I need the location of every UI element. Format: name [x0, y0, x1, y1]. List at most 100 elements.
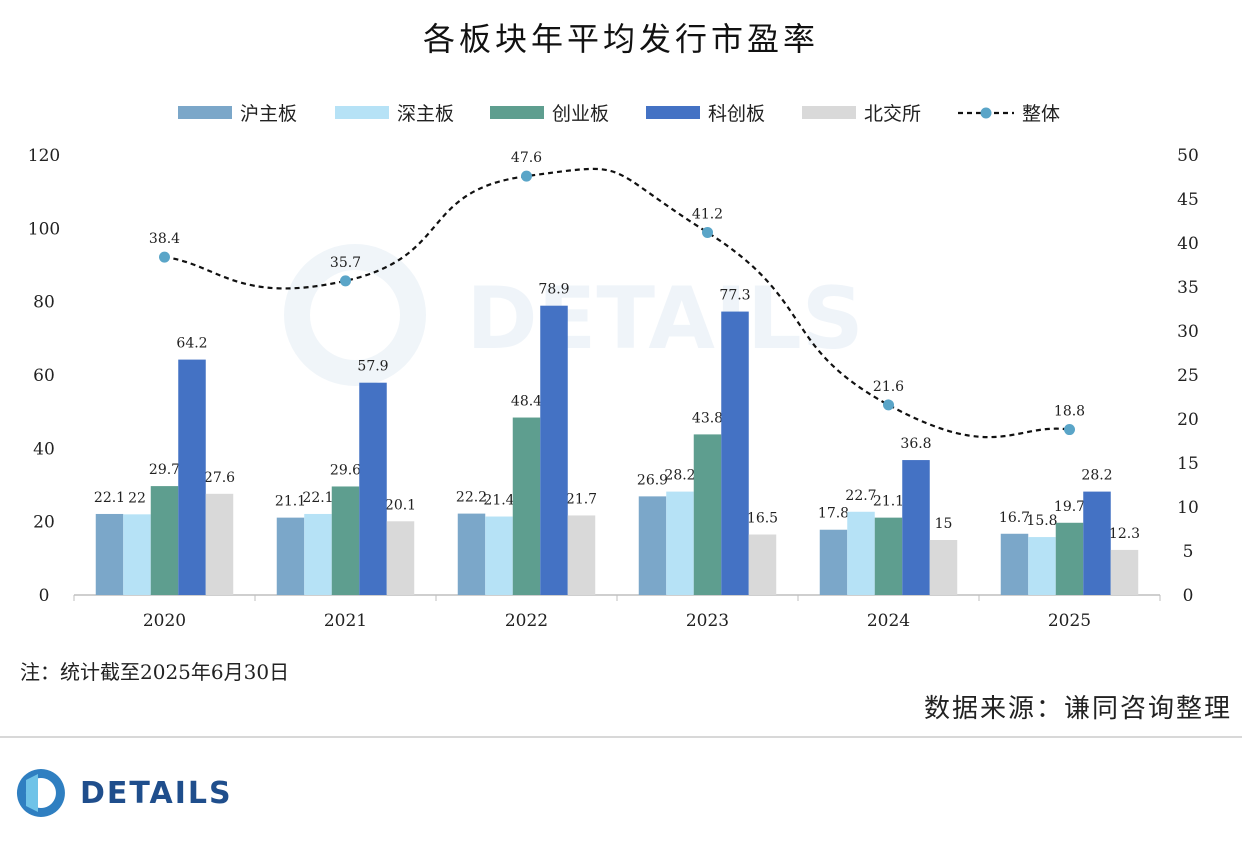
overall-line-label: 38.4	[149, 231, 180, 247]
bar	[540, 305, 568, 595]
overall-line-marker	[1064, 424, 1075, 436]
bar	[331, 486, 360, 595]
legend-label: 北交所	[864, 103, 921, 125]
overall-line-label: 35.7	[330, 255, 361, 271]
bar-data-label: 16.5	[747, 511, 778, 527]
bar	[123, 514, 151, 595]
bar	[512, 417, 541, 595]
y-left-tick-label: 0	[39, 586, 50, 606]
bar	[150, 486, 179, 595]
bar-data-label: 27.6	[204, 470, 235, 486]
overall-line-marker	[521, 170, 532, 182]
overall-line: 38.4 35.7 47.6 41.2 21.6 18.8	[149, 150, 1085, 439]
y-left-tick-label: 60	[33, 366, 55, 386]
y-right-tick-label: 35	[1177, 278, 1199, 298]
bar-data-label: 78.9	[538, 282, 569, 298]
bar	[1028, 537, 1056, 595]
legend-line-marker	[980, 107, 992, 119]
x-tick-label: 2023	[686, 611, 729, 631]
overall-line-label: 21.6	[873, 379, 904, 395]
bar-data-label: 57.9	[357, 359, 388, 375]
bar-data-label: 29.6	[330, 462, 361, 478]
bar-data-label: 43.8	[692, 410, 723, 426]
legend-label: 深主板	[397, 103, 454, 125]
legend-label: 沪主板	[240, 103, 297, 125]
y-right-tick-label: 50	[1177, 146, 1199, 166]
y-left-tick-label: 40	[33, 439, 55, 459]
bar	[359, 382, 387, 595]
bar	[205, 493, 234, 595]
bar-data-label: 20.1	[385, 497, 416, 513]
logo-text: DETAILS	[80, 775, 233, 811]
bar-data-label: 64.2	[176, 336, 207, 352]
overall-line-path	[164, 167, 1070, 439]
x-tick-label: 2021	[324, 611, 367, 631]
bar-data-label: 16.7	[999, 510, 1030, 526]
footnote: 注：统计截至2025年6月30日	[20, 660, 290, 684]
legend-label: 科创板	[708, 103, 765, 125]
x-tick-label: 2025	[1048, 611, 1091, 631]
bar-data-label: 17.8	[818, 506, 849, 522]
overall-line-label: 41.2	[692, 206, 723, 222]
y-right-tick-label: 20	[1177, 410, 1199, 430]
chart-title: 各板块年平均发行市盈率	[422, 20, 819, 58]
y-right-tick-label: 5	[1183, 542, 1194, 562]
bar-data-label: 48.4	[511, 394, 542, 410]
y-left-tick-label: 120	[28, 146, 60, 166]
watermark-text: DETAILS	[466, 269, 863, 369]
y-right-tick-label: 0	[1183, 586, 1194, 606]
y-left-tick-label: 100	[28, 219, 60, 239]
y-left-tick-label: 80	[33, 293, 55, 313]
bar	[1083, 491, 1111, 595]
overall-line-marker	[340, 275, 351, 287]
bar	[567, 515, 596, 595]
bar	[929, 540, 958, 595]
legend-swatch	[646, 106, 700, 119]
overall-line-label: 18.8	[1054, 404, 1085, 420]
bar	[874, 517, 903, 595]
bar-data-label: 22	[128, 490, 146, 506]
bar-data-label: 19.7	[1054, 499, 1085, 515]
chart-svg: DETAILS 沪主板 深主板 创业板 科创板 北交所 整体 02040608010012…	[28, 103, 1199, 631]
bar	[1055, 522, 1084, 595]
bar	[276, 517, 305, 595]
x-tick-label: 2022	[505, 611, 548, 631]
bar-data-label: 36.8	[900, 436, 931, 452]
overall-line-marker	[159, 251, 170, 263]
x-tick-label: 2024	[867, 611, 910, 631]
overall-line-marker	[702, 226, 713, 238]
bar-data-label: 22.1	[302, 490, 333, 506]
bar	[693, 434, 722, 595]
logo-icon	[16, 769, 65, 817]
bar	[304, 513, 332, 595]
legend-label: 创业板	[552, 103, 609, 125]
overall-line-label: 47.6	[511, 150, 542, 166]
y-right-tick-label: 45	[1177, 190, 1199, 210]
legend-swatch	[178, 106, 232, 119]
bar-data-label: 29.7	[149, 462, 180, 478]
y-left-tick-label: 20	[33, 513, 55, 533]
x-tick-label: 2020	[143, 611, 186, 631]
bar-data-label: 12.3	[1109, 526, 1140, 542]
bar	[748, 534, 777, 595]
legend-swatch	[802, 106, 856, 119]
bar	[847, 511, 875, 595]
bar-data-label: 21.7	[566, 491, 597, 507]
watermark-ring	[284, 244, 426, 386]
bar	[1110, 549, 1139, 595]
y-right-tick-label: 25	[1177, 366, 1199, 386]
bar	[1000, 533, 1029, 595]
legend-label: 整体	[1022, 103, 1060, 125]
y-right-tick-label: 15	[1177, 454, 1199, 474]
bar	[95, 513, 124, 595]
bar-data-label: 22.7	[845, 488, 876, 504]
y-right-tick-label: 10	[1177, 498, 1199, 518]
y-right-tick-label: 30	[1177, 322, 1199, 342]
bar-data-label: 77.3	[719, 288, 750, 304]
legend-swatch	[490, 106, 544, 119]
legend: 沪主板 深主板 创业板 科创板 北交所 整体	[178, 103, 1060, 125]
brand-logo: DETAILS	[14, 766, 233, 820]
bar-data-label: 15	[935, 516, 953, 532]
